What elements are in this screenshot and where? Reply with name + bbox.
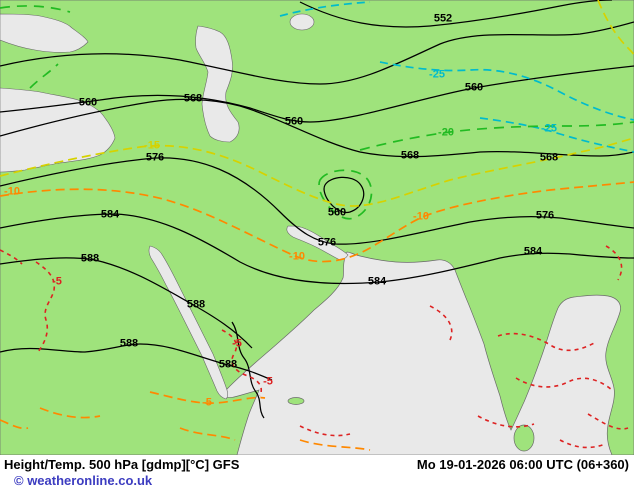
contour-552: [299, 0, 613, 28]
contour-576: [0, 157, 634, 245]
height-contour-label: 568: [400, 149, 420, 162]
temp-contour-orange-bottom-b: [179, 427, 236, 441]
temp-contour-label: -10: [4, 185, 20, 198]
temp-contour-red-g: [515, 377, 613, 391]
height-contour-label: 568: [539, 151, 559, 164]
map-svg: [0, 0, 634, 455]
contour-584: [0, 213, 634, 285]
temp-contour-minus25-b: [479, 117, 634, 153]
height-contour-label: 588: [186, 298, 206, 311]
caption-row: Height/Temp. 500 hPa [gdmp][°C] GFS Mo 1…: [0, 455, 634, 472]
sea-layer: [0, 13, 349, 400]
map-area: 552 560 568 560 560 568 568 576 576 576 560 584 584 5…: [0, 0, 634, 455]
temp-contour-orange-bottom-c: [299, 439, 371, 451]
temp-contour-minus5-red-b: [0, 249, 23, 265]
temp-contour-minus20: [359, 121, 634, 151]
height-contour-label: 568: [183, 92, 203, 105]
black-sea: [0, 13, 89, 53]
temp-contour-minus10: [0, 181, 634, 263]
temp-contour-orange-bottom-d: [0, 419, 29, 430]
height-contour-label: 584: [100, 208, 120, 221]
temp-contour-yellow-topright: [597, 0, 634, 57]
temp-contour-green-caucasus: [29, 63, 59, 89]
caption-datetime: Mo 19-01-2026 06:00 UTC (06+360): [416, 457, 629, 472]
contour-556: [0, 21, 634, 85]
contour-568: [0, 98, 634, 158]
height-contour-label: 588: [218, 358, 238, 371]
temp-contour-red-e: [429, 305, 453, 341]
temp-contour-label: -10: [289, 250, 305, 263]
temp-contour-red-i: [587, 413, 629, 430]
temp-contour-red-f: [497, 332, 597, 352]
sri-lanka: [513, 424, 535, 452]
temp-contour-green-topleft: [0, 5, 71, 13]
temp-contour-minus5-red-c: [221, 329, 263, 397]
height-contour-label: 576: [145, 151, 165, 164]
temp-contour-minus5-red-a: [35, 261, 56, 353]
height-contour-label: 576: [535, 209, 555, 222]
height-contour-label: 584: [523, 245, 543, 258]
height-contour-label: 552: [433, 12, 453, 25]
temp-contour-label: -5: [263, 375, 273, 388]
temp-contour-label: -10: [413, 210, 429, 223]
height-contour-label: 560: [464, 81, 484, 94]
temp-contour-label: -25: [541, 122, 557, 135]
temp-contour-minus5-orange: [149, 391, 266, 404]
caption-bar: Height/Temp. 500 hPa [gdmp][°C] GFS Mo 1…: [0, 455, 634, 490]
temp-contour-cyan-top: [279, 1, 371, 17]
height-contour-label: 560: [327, 206, 347, 219]
temp-contour-orange-bottom-a: [39, 407, 101, 419]
contour-horn-squiggle: [231, 321, 265, 419]
red-sea: [148, 245, 228, 400]
height-contours: [0, 0, 634, 419]
temp-contour-label: -15: [144, 139, 160, 152]
temp-contour-label: -5: [202, 396, 212, 409]
socotra: [287, 397, 305, 405]
caption-left: Height/Temp. 500 hPa [gdmp][°C] GFS: [4, 457, 240, 472]
height-contour-label: 588: [119, 337, 139, 350]
contour-588-south: [0, 343, 273, 381]
temp-contour-minus15: [0, 137, 634, 207]
height-contour-label: 560: [78, 96, 98, 109]
caspian-sea: [195, 25, 240, 143]
temp-contour-label: -5: [52, 275, 62, 288]
height-contour-label: 584: [367, 275, 387, 288]
height-contour-label: 588: [80, 252, 100, 265]
contour-588-north: [0, 257, 253, 349]
contour-560-west: [0, 65, 634, 123]
temp-contour-label: -20: [438, 126, 454, 139]
temp-contour-label: -25: [429, 68, 445, 81]
height-contour-label: 576: [317, 236, 337, 249]
temp-contour-label: -5: [232, 337, 242, 350]
aral-sea: [289, 13, 315, 31]
height-contour-label: 560: [284, 115, 304, 128]
copyright[interactable]: © weatheronline.co.uk: [14, 473, 153, 488]
temp-contour-minus25-a: [379, 61, 634, 121]
temp-contour-red-k: [559, 439, 606, 449]
temp-contour-red-j: [605, 245, 623, 281]
temp-contours: [0, 0, 634, 451]
temp-contour-red-d: [299, 425, 351, 437]
